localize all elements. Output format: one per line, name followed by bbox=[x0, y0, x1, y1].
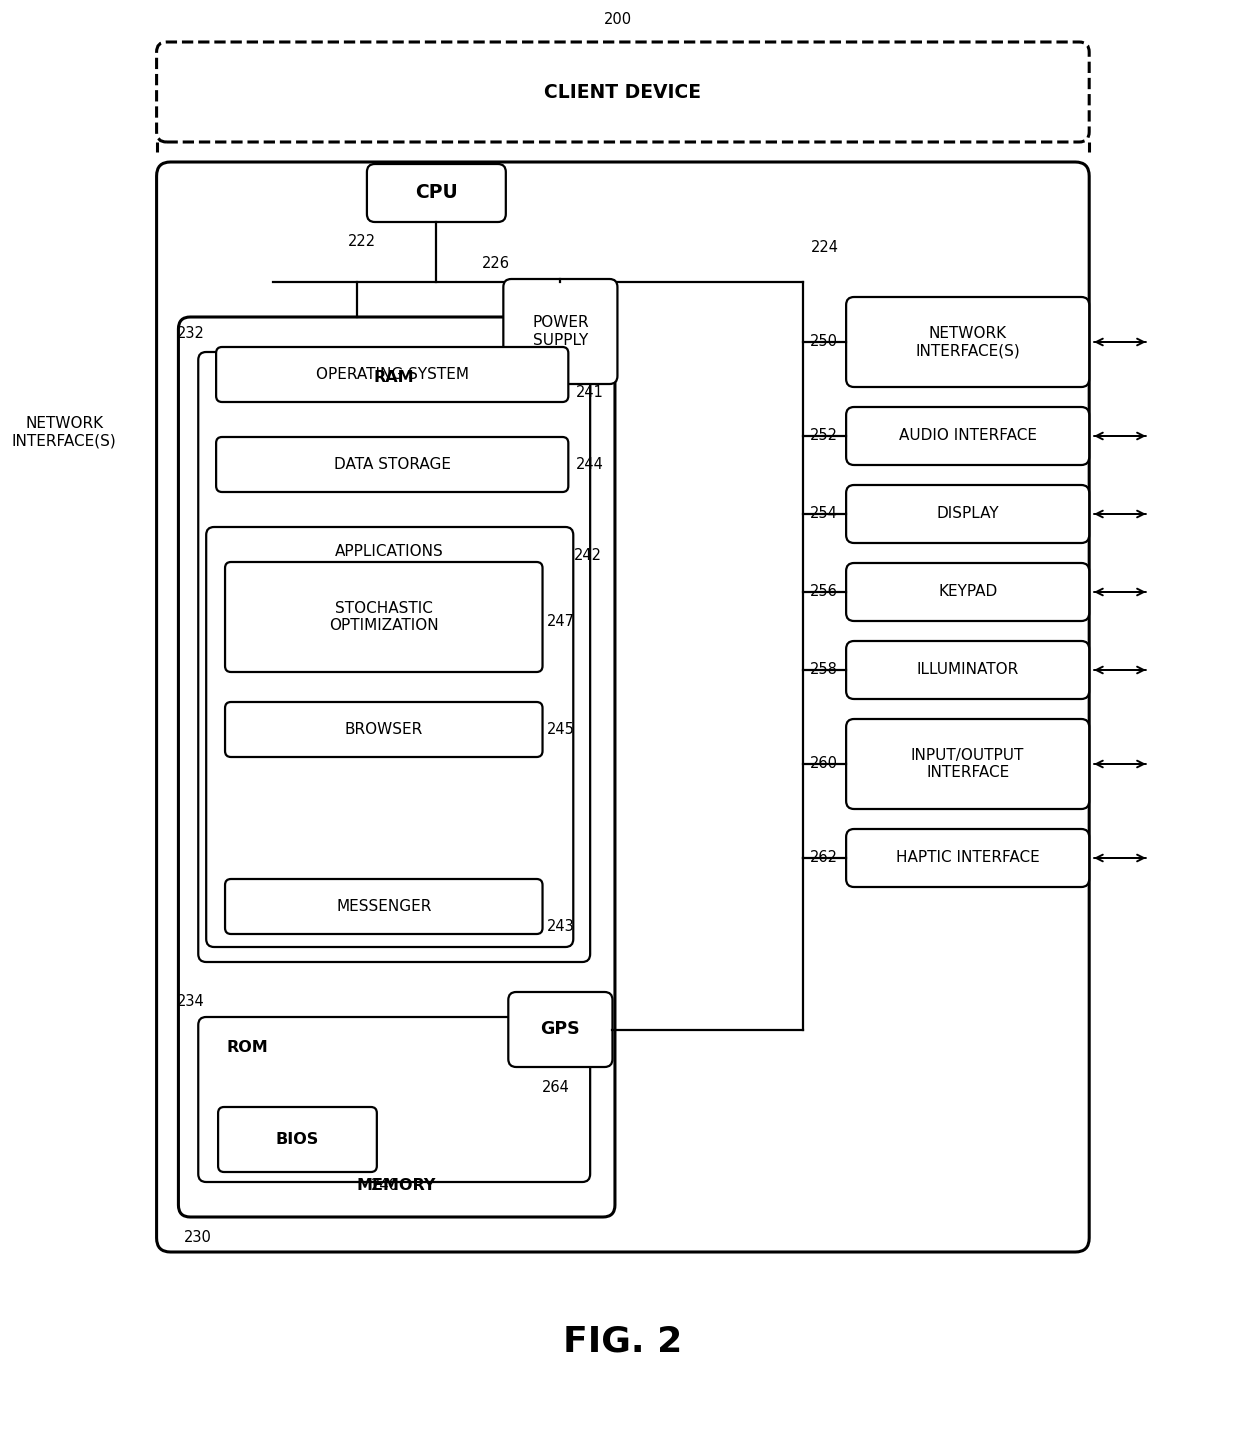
Text: MESSENGER: MESSENGER bbox=[336, 899, 432, 913]
FancyBboxPatch shape bbox=[508, 992, 613, 1067]
Text: 250: 250 bbox=[810, 334, 838, 350]
Text: BIOS: BIOS bbox=[275, 1133, 319, 1147]
Text: INPUT/OUTPUT
INTERFACE: INPUT/OUTPUT INTERFACE bbox=[911, 748, 1024, 780]
FancyBboxPatch shape bbox=[224, 562, 543, 672]
Text: 240: 240 bbox=[371, 1179, 399, 1194]
FancyBboxPatch shape bbox=[846, 563, 1089, 621]
Text: FIG. 2: FIG. 2 bbox=[563, 1326, 682, 1359]
Text: 234: 234 bbox=[176, 995, 205, 1009]
Text: RAM: RAM bbox=[374, 370, 414, 385]
Text: STOCHASTIC
OPTIMIZATION: STOCHASTIC OPTIMIZATION bbox=[329, 601, 439, 633]
Text: 244: 244 bbox=[577, 457, 604, 472]
FancyBboxPatch shape bbox=[846, 407, 1089, 465]
Text: NETWORK
INTERFACE(S): NETWORK INTERFACE(S) bbox=[12, 415, 117, 449]
FancyBboxPatch shape bbox=[198, 351, 590, 963]
Text: 247: 247 bbox=[547, 614, 574, 630]
Text: AUDIO INTERFACE: AUDIO INTERFACE bbox=[899, 428, 1037, 443]
Text: 242: 242 bbox=[574, 547, 603, 562]
FancyBboxPatch shape bbox=[224, 701, 543, 756]
Text: 230: 230 bbox=[185, 1230, 212, 1244]
Text: 260: 260 bbox=[810, 756, 838, 771]
FancyBboxPatch shape bbox=[846, 640, 1089, 698]
Text: 232: 232 bbox=[176, 327, 205, 341]
FancyBboxPatch shape bbox=[206, 527, 573, 947]
Text: BROWSER: BROWSER bbox=[345, 722, 423, 738]
Text: GPS: GPS bbox=[541, 1021, 580, 1038]
Text: OPERATING SYSTEM: OPERATING SYSTEM bbox=[316, 367, 469, 382]
Text: DATA STORAGE: DATA STORAGE bbox=[334, 457, 450, 472]
Text: 256: 256 bbox=[811, 585, 838, 600]
Text: DISPLAY: DISPLAY bbox=[936, 507, 999, 521]
Text: 226: 226 bbox=[481, 257, 510, 272]
FancyBboxPatch shape bbox=[216, 437, 568, 492]
Text: 241: 241 bbox=[577, 385, 604, 399]
Text: CLIENT DEVICE: CLIENT DEVICE bbox=[544, 83, 702, 102]
Text: 254: 254 bbox=[811, 507, 838, 521]
Text: ROM: ROM bbox=[227, 1040, 269, 1054]
Text: 224: 224 bbox=[811, 240, 839, 254]
Text: 262: 262 bbox=[810, 851, 838, 865]
FancyBboxPatch shape bbox=[367, 164, 506, 222]
FancyBboxPatch shape bbox=[198, 1016, 590, 1182]
Text: 245: 245 bbox=[547, 722, 574, 738]
FancyBboxPatch shape bbox=[224, 878, 543, 934]
Text: POWER
SUPPLY: POWER SUPPLY bbox=[532, 315, 589, 347]
Text: 264: 264 bbox=[542, 1079, 569, 1095]
FancyBboxPatch shape bbox=[156, 163, 1089, 1252]
FancyBboxPatch shape bbox=[846, 485, 1089, 543]
Text: 252: 252 bbox=[810, 428, 838, 443]
Text: 222: 222 bbox=[348, 235, 376, 250]
Text: ILLUMINATOR: ILLUMINATOR bbox=[916, 662, 1019, 678]
FancyBboxPatch shape bbox=[503, 279, 618, 383]
FancyBboxPatch shape bbox=[179, 317, 615, 1217]
FancyBboxPatch shape bbox=[846, 829, 1089, 887]
Text: MEMORY: MEMORY bbox=[357, 1178, 436, 1192]
Text: NETWORK
INTERFACE(S): NETWORK INTERFACE(S) bbox=[915, 325, 1021, 359]
FancyBboxPatch shape bbox=[216, 347, 568, 402]
Text: 243: 243 bbox=[547, 919, 574, 934]
FancyBboxPatch shape bbox=[846, 298, 1089, 388]
Text: 258: 258 bbox=[811, 662, 838, 678]
Text: 200: 200 bbox=[604, 13, 632, 28]
FancyBboxPatch shape bbox=[846, 719, 1089, 809]
Text: APPLICATIONS: APPLICATIONS bbox=[335, 543, 444, 559]
Text: KEYPAD: KEYPAD bbox=[937, 585, 997, 600]
Text: CPU: CPU bbox=[415, 183, 458, 202]
FancyBboxPatch shape bbox=[156, 42, 1089, 142]
Text: HAPTIC INTERFACE: HAPTIC INTERFACE bbox=[895, 851, 1039, 865]
FancyBboxPatch shape bbox=[218, 1106, 377, 1172]
